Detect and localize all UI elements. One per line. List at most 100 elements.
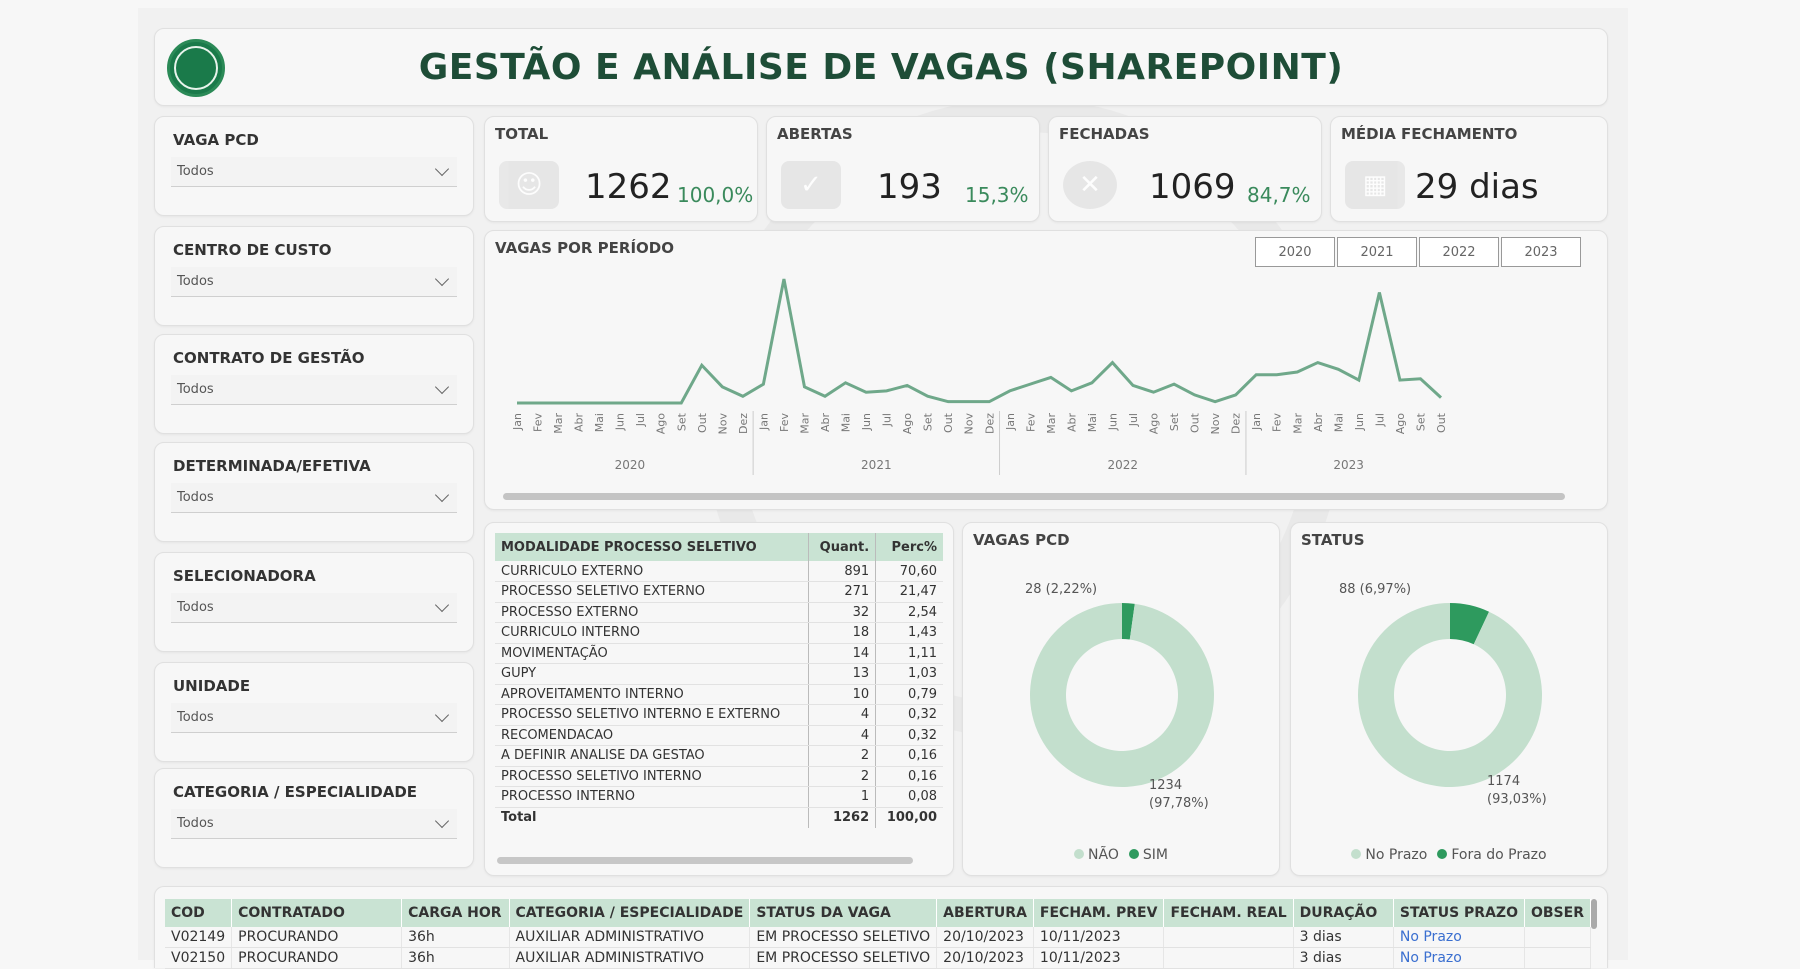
legend-item[interactable]: No Prazo xyxy=(1351,847,1427,863)
kpi-percent: 84,7% xyxy=(1247,183,1311,207)
table-row[interactable]: V02149 PROCURANDO 36h AUXILIAR ADMINISTRATI… xyxy=(165,927,1592,948)
quant-cell: 18 xyxy=(808,622,877,644)
table-row[interactable]: MOVIMENTAÇÃO 14 1,11 xyxy=(495,643,943,664)
year-button-2022[interactable]: 2022 xyxy=(1419,237,1499,267)
modalidade-cell: PROCESSO SELETIVO EXTERNO xyxy=(495,581,809,603)
column-header[interactable]: COD xyxy=(165,899,233,927)
legend-item[interactable]: Fora do Prazo xyxy=(1437,847,1547,863)
perc-cell: 1,43 xyxy=(875,622,943,644)
slicer-value: Todos xyxy=(177,164,214,179)
donut-slice-sim[interactable] xyxy=(1122,603,1135,640)
horizontal-scrollbar[interactable] xyxy=(497,857,913,864)
year-button-2023[interactable]: 2023 xyxy=(1501,237,1581,267)
x-year-label: 2021 xyxy=(861,458,892,472)
table-row[interactable]: CURRICULO INTERNO 18 1,43 xyxy=(495,622,943,644)
slicer-value: Todos xyxy=(177,490,214,505)
table-row[interactable]: PROCESSO SELETIVO EXTERNO 271 21,47 xyxy=(495,581,943,603)
x-tick-label: Mar xyxy=(1045,413,1058,434)
slicer-dropdown[interactable]: Todos xyxy=(171,593,457,623)
donut-slice-não[interactable] xyxy=(1030,603,1214,787)
table-row[interactable]: RECOMENDACAO 4 0,32 xyxy=(495,725,943,746)
slicer-dropdown[interactable]: Todos xyxy=(171,809,457,839)
slicer-vaga-pcd: VAGA PCD Todos xyxy=(154,116,474,216)
slicer-value: Todos xyxy=(177,600,214,615)
kpi-percent: 100,0% xyxy=(677,183,754,207)
legend-item[interactable]: SIM xyxy=(1128,847,1168,863)
x-tick-label: Abr xyxy=(819,413,832,433)
year-button-2021[interactable]: 2021 xyxy=(1337,237,1417,267)
slicer-determinada-efetiva: DETERMINADA/EFETIVA Todos xyxy=(154,442,474,542)
perc-cell: 0,32 xyxy=(875,704,943,726)
perc-cell: 0,16 xyxy=(875,745,943,767)
donut-slice-fora-do-prazo[interactable] xyxy=(1450,603,1490,645)
column-header[interactable]: DURAÇÃO xyxy=(1293,899,1394,927)
x-tick-label: Jun xyxy=(1106,413,1119,431)
column-header[interactable]: Perc% xyxy=(875,533,943,561)
column-header[interactable]: STATUS PRAZO xyxy=(1393,899,1525,927)
slicer-dropdown[interactable]: Todos xyxy=(171,483,457,513)
total-cell: Total xyxy=(495,807,809,828)
table-cell: AUXILIAR ADMINISTRATIVO xyxy=(509,947,751,969)
column-header[interactable]: FECHAM. REAL xyxy=(1163,899,1294,927)
table-row[interactable]: APROVEITAMENTO INTERNO 10 0,79 xyxy=(495,684,943,705)
slicer-unidade: UNIDADE Todos xyxy=(154,662,474,762)
slicer-label: SELECIONADORA xyxy=(173,567,316,585)
kpi-percent: 15,3% xyxy=(965,183,1029,207)
x-circle-icon: ✕ xyxy=(1063,161,1117,209)
legend-label: Fora do Prazo xyxy=(1451,847,1547,863)
x-tick-label: Dez xyxy=(1230,413,1243,434)
table-cell: EM PROCESSO SELETIVO xyxy=(749,947,938,969)
table-row[interactable]: GUPY 13 1,03 xyxy=(495,663,943,685)
quant-cell: 891 xyxy=(808,561,877,582)
x-tick-label: Fev xyxy=(1271,413,1284,432)
chevron-down-icon xyxy=(434,161,450,176)
column-header[interactable]: STATUS DA VAGA xyxy=(749,899,938,927)
table-cell: 36h xyxy=(401,947,510,969)
vagas-por-periodo-chart: Jan Fev Mar Abr Mai Jun Jul Ago Set Out Nov Dez Jan F… xyxy=(484,230,1608,510)
column-header[interactable]: OBSER xyxy=(1524,899,1592,927)
modalidade-cell: PROCESSO EXTERNO xyxy=(495,602,809,623)
legend-label: SIM xyxy=(1142,847,1168,863)
column-header[interactable]: MODALIDADE PROCESSO SELETIVO xyxy=(495,533,809,561)
series-line[interactable] xyxy=(517,278,1443,405)
table-row[interactable]: PROCESSO EXTERNO 32 2,54 xyxy=(495,602,943,623)
column-header[interactable]: Quant. xyxy=(808,533,877,561)
horizontal-scrollbar[interactable] xyxy=(503,493,1565,500)
table-row[interactable]: PROCESSO INTERNO 1 0,08 xyxy=(495,786,943,808)
table-row[interactable]: V02150 PROCURANDO 36h AUXILIAR ADMINISTRATI… xyxy=(165,947,1592,969)
vertical-scrollbar[interactable] xyxy=(1591,899,1597,929)
x-tick-label: Abr xyxy=(1312,413,1325,433)
table-cell: 20/10/2023 xyxy=(936,927,1034,948)
x-tick-label: Jan xyxy=(511,413,524,431)
table-row[interactable]: A DEFINIR ANALISE DA GESTAO 2 0,16 xyxy=(495,745,943,767)
x-year-label: 2020 xyxy=(615,458,646,472)
people-icon: ☺ xyxy=(499,161,559,209)
column-header[interactable]: CONTRATADO xyxy=(231,899,403,927)
column-header[interactable]: ABERTURA xyxy=(936,899,1034,927)
perc-cell: 70,60 xyxy=(875,561,943,582)
table-row[interactable]: CURRICULO EXTERNO 891 70,60 xyxy=(495,561,943,582)
slicer-dropdown[interactable]: Todos xyxy=(171,267,457,297)
x-tick-label: Jan xyxy=(1004,413,1017,431)
sbdm-logo xyxy=(167,39,225,97)
quant-cell: 4 xyxy=(808,725,877,746)
table-row[interactable]: PROCESSO SELETIVO INTERNO 2 0,16 xyxy=(495,766,943,787)
slicer-dropdown[interactable]: Todos xyxy=(171,703,457,733)
table-cell: AUXILIAR ADMINISTRATIVO xyxy=(509,927,751,948)
year-button-2020[interactable]: 2020 xyxy=(1255,237,1335,267)
table-row[interactable]: PROCESSO SELETIVO INTERNO E EXTERNO 4 0,32 xyxy=(495,704,943,726)
column-header[interactable]: CATEGORIA / ESPECIALIDADE xyxy=(509,899,751,927)
perc-cell: 1,03 xyxy=(875,663,943,685)
x-tick-label: Out xyxy=(1189,412,1202,433)
donut-label-no-prazo: 1174 (93,03%) xyxy=(1487,774,1547,807)
line-chart-svg: Jan Fev Mar Abr Mai Jun Jul Ago Set Out Nov Dez Jan F… xyxy=(503,278,1565,500)
table-header-row: MODALIDADE PROCESSO SELETIVO Quant. Perc… xyxy=(495,533,943,561)
donut-slice-no-prazo[interactable] xyxy=(1358,603,1542,787)
slicer-dropdown[interactable]: Todos xyxy=(171,157,457,187)
legend-item[interactable]: NÃO xyxy=(1074,847,1119,863)
x-tick-label: Set xyxy=(675,412,688,431)
column-header[interactable]: CARGA HOR xyxy=(401,899,510,927)
column-header[interactable]: FECHAM. PREV xyxy=(1033,899,1165,927)
slicer-dropdown[interactable]: Todos xyxy=(171,375,457,405)
chevron-down-icon xyxy=(434,379,450,394)
